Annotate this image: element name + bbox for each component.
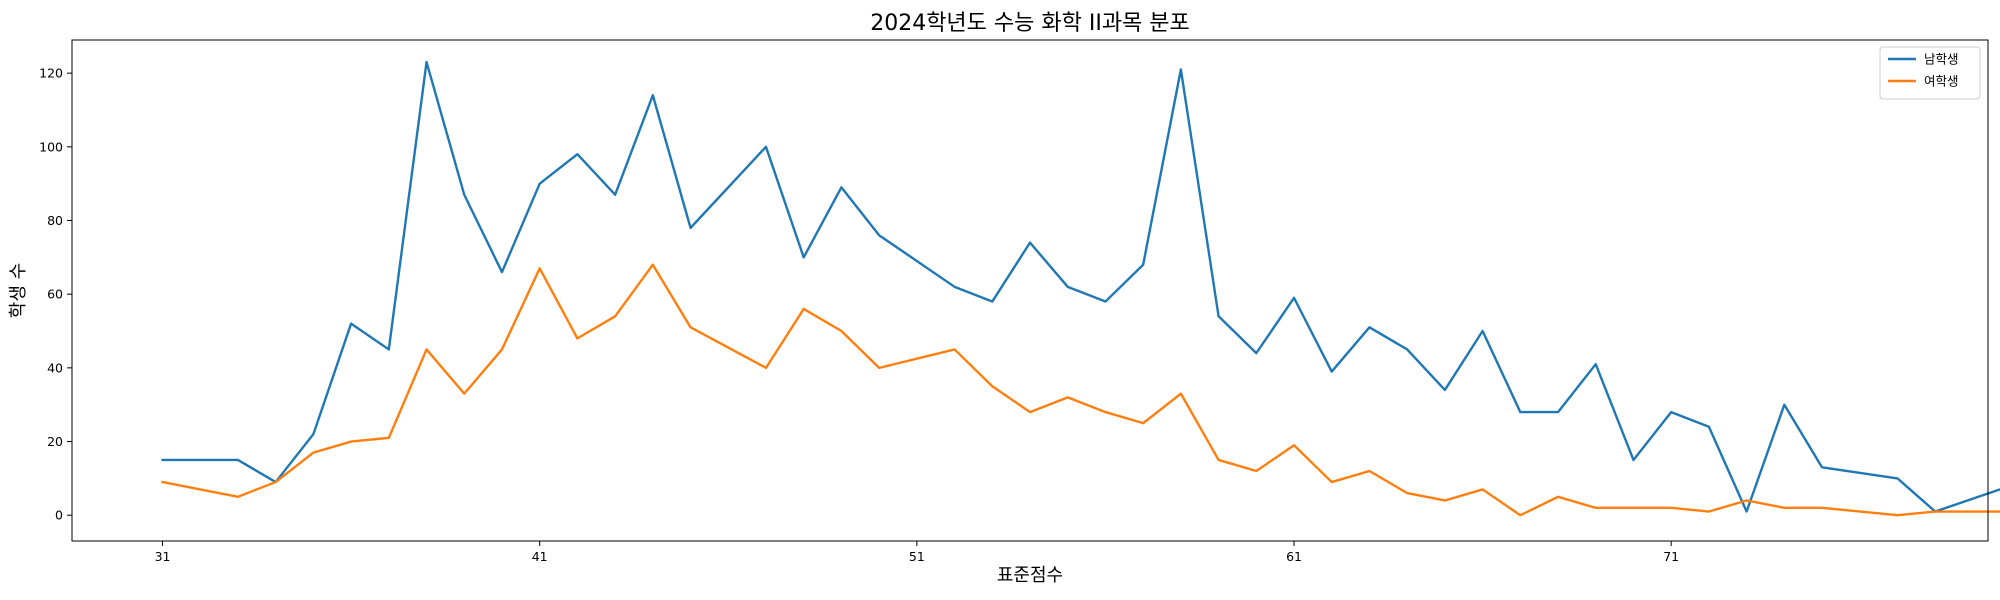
y-axis-title: 학생 수 (8, 263, 29, 318)
x-axis: 31 41 51 61 71 (155, 541, 1679, 564)
x-tick-label: 71 (1663, 549, 1679, 564)
x-tick-label: 31 (155, 549, 171, 564)
x-tick-label: 61 (1286, 549, 1302, 564)
x-tick-label: 51 (909, 549, 925, 564)
legend-label: 남학생 (1924, 52, 1959, 67)
series-layer (161, 60, 2000, 517)
y-tick-label: 120 (39, 66, 63, 81)
x-axis-title: 표준점수 (997, 565, 1063, 586)
legend-label: 여학생 (1924, 74, 1959, 89)
y-tick-label: 60 (47, 287, 63, 302)
y-tick-label: 100 (39, 139, 63, 154)
series-line-1 (161, 60, 2000, 513)
x-tick-label: 41 (532, 549, 548, 564)
y-axis: 0 20 40 60 80 100 120 (39, 66, 72, 523)
y-tick-label: 0 (55, 508, 63, 523)
chart-title: 2024학년도 수능 화학 II과목 분포 (870, 11, 1190, 36)
y-tick-label: 40 (47, 360, 63, 375)
y-tick-label: 80 (47, 213, 63, 228)
series-line-2 (161, 263, 2000, 517)
plot-area-frame (71, 39, 1989, 542)
y-tick-label: 20 (47, 434, 63, 449)
